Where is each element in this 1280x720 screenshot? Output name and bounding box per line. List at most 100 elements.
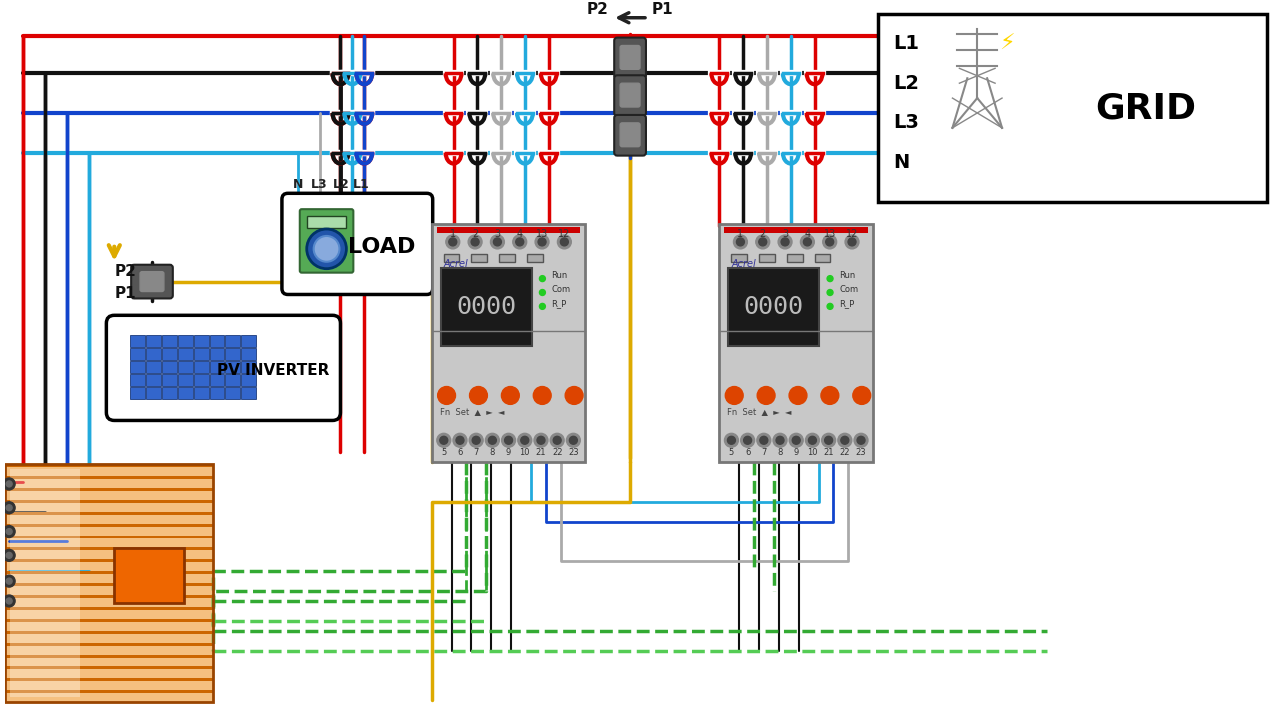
Bar bbox=[814, 254, 831, 262]
Circle shape bbox=[550, 433, 564, 447]
Bar bbox=[5, 488, 214, 500]
Circle shape bbox=[758, 387, 774, 405]
FancyBboxPatch shape bbox=[621, 45, 640, 69]
FancyBboxPatch shape bbox=[300, 210, 353, 273]
Circle shape bbox=[539, 303, 545, 310]
Circle shape bbox=[805, 433, 819, 447]
Text: P2: P2 bbox=[114, 264, 136, 279]
Bar bbox=[5, 476, 214, 479]
FancyBboxPatch shape bbox=[282, 193, 433, 294]
Bar bbox=[5, 631, 214, 643]
FancyBboxPatch shape bbox=[146, 361, 161, 373]
Text: 13: 13 bbox=[823, 229, 836, 239]
FancyBboxPatch shape bbox=[210, 361, 224, 373]
Text: LOAD: LOAD bbox=[348, 237, 416, 257]
Bar bbox=[5, 654, 214, 667]
FancyBboxPatch shape bbox=[719, 224, 873, 462]
FancyBboxPatch shape bbox=[161, 361, 177, 373]
Bar bbox=[5, 536, 214, 539]
Circle shape bbox=[561, 238, 568, 246]
Bar bbox=[5, 631, 214, 634]
Circle shape bbox=[6, 598, 12, 604]
Bar bbox=[5, 607, 214, 610]
Text: 0000: 0000 bbox=[456, 294, 516, 319]
Circle shape bbox=[804, 238, 812, 246]
FancyBboxPatch shape bbox=[131, 265, 173, 299]
Circle shape bbox=[823, 235, 837, 249]
Circle shape bbox=[539, 289, 545, 295]
Circle shape bbox=[759, 238, 767, 246]
Bar bbox=[5, 583, 214, 595]
Text: 0000: 0000 bbox=[744, 294, 804, 319]
FancyBboxPatch shape bbox=[431, 224, 585, 462]
Circle shape bbox=[570, 436, 577, 444]
Text: 9: 9 bbox=[506, 448, 511, 456]
Text: P2: P2 bbox=[586, 1, 608, 17]
Circle shape bbox=[553, 436, 561, 444]
Circle shape bbox=[438, 387, 456, 405]
Bar bbox=[5, 607, 214, 618]
Bar bbox=[5, 654, 214, 657]
Text: Acrel: Acrel bbox=[444, 258, 468, 269]
Circle shape bbox=[513, 235, 526, 249]
Circle shape bbox=[502, 433, 516, 447]
Circle shape bbox=[733, 235, 748, 249]
Text: 10: 10 bbox=[520, 448, 530, 456]
FancyBboxPatch shape bbox=[131, 335, 145, 347]
Circle shape bbox=[518, 433, 531, 447]
Text: 22: 22 bbox=[552, 448, 562, 456]
Circle shape bbox=[744, 436, 751, 444]
Circle shape bbox=[6, 505, 12, 510]
Circle shape bbox=[440, 436, 448, 444]
Circle shape bbox=[827, 289, 833, 295]
Circle shape bbox=[539, 276, 545, 282]
Bar bbox=[5, 571, 214, 583]
Bar bbox=[731, 254, 748, 262]
FancyBboxPatch shape bbox=[140, 271, 164, 292]
Bar bbox=[5, 523, 214, 526]
FancyBboxPatch shape bbox=[131, 361, 145, 373]
Text: Acrel: Acrel bbox=[731, 258, 756, 269]
Circle shape bbox=[841, 436, 849, 444]
Text: 4: 4 bbox=[517, 229, 522, 239]
Bar bbox=[5, 512, 214, 515]
Text: 10: 10 bbox=[808, 448, 818, 456]
Bar bbox=[5, 583, 214, 586]
Circle shape bbox=[535, 235, 549, 249]
Text: 22: 22 bbox=[840, 448, 850, 456]
Text: 7: 7 bbox=[474, 448, 479, 456]
FancyBboxPatch shape bbox=[225, 335, 241, 347]
Circle shape bbox=[726, 387, 744, 405]
Bar bbox=[5, 512, 214, 523]
FancyBboxPatch shape bbox=[146, 374, 161, 386]
Bar bbox=[5, 464, 214, 702]
Bar bbox=[5, 536, 214, 547]
Text: 23: 23 bbox=[568, 448, 579, 456]
Text: L2: L2 bbox=[893, 73, 919, 93]
Text: 6: 6 bbox=[745, 448, 750, 456]
Circle shape bbox=[852, 387, 870, 405]
Bar bbox=[5, 559, 214, 562]
Circle shape bbox=[827, 276, 833, 282]
FancyBboxPatch shape bbox=[161, 387, 177, 399]
Text: L1: L1 bbox=[353, 179, 370, 192]
Bar bbox=[787, 254, 803, 262]
FancyBboxPatch shape bbox=[614, 76, 646, 116]
Circle shape bbox=[453, 433, 467, 447]
Bar bbox=[5, 500, 214, 512]
Circle shape bbox=[858, 436, 865, 444]
Circle shape bbox=[824, 436, 832, 444]
Text: 1: 1 bbox=[449, 229, 456, 239]
Text: R_P: R_P bbox=[552, 299, 567, 308]
Circle shape bbox=[4, 478, 15, 490]
FancyBboxPatch shape bbox=[178, 348, 193, 360]
Bar bbox=[5, 618, 214, 622]
Text: Run: Run bbox=[840, 271, 855, 280]
Text: Com: Com bbox=[552, 285, 571, 294]
Circle shape bbox=[456, 436, 463, 444]
FancyBboxPatch shape bbox=[728, 268, 819, 346]
Circle shape bbox=[494, 238, 502, 246]
FancyBboxPatch shape bbox=[614, 37, 646, 78]
FancyBboxPatch shape bbox=[131, 374, 145, 386]
Bar bbox=[5, 488, 214, 491]
